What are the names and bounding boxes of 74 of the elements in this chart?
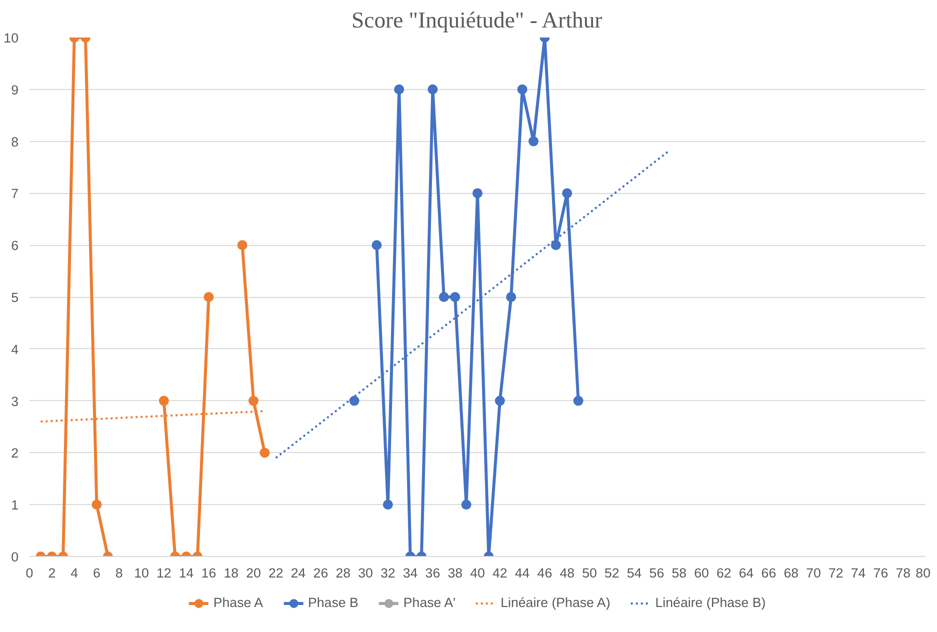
x-tick-label: 80 bbox=[916, 566, 931, 580]
point bbox=[248, 396, 258, 406]
legend-label: Phase B bbox=[308, 595, 358, 610]
x-tick-label: 6 bbox=[92, 566, 100, 580]
x-tick-label: 52 bbox=[604, 566, 620, 580]
x-tick-label: 48 bbox=[560, 566, 575, 580]
point bbox=[472, 188, 482, 198]
y-tick-label: 8 bbox=[11, 134, 19, 150]
x-tick-label: 74 bbox=[850, 566, 866, 580]
x-tick-label: 0 bbox=[26, 566, 34, 580]
x-tick-label: 62 bbox=[716, 566, 732, 580]
x-tick-label: 38 bbox=[448, 566, 463, 580]
x-tick-label: 42 bbox=[492, 566, 508, 580]
x-tick-label: 20 bbox=[246, 566, 261, 580]
point bbox=[438, 292, 449, 302]
x-tick-label: 56 bbox=[649, 566, 664, 580]
x-tick-label: 60 bbox=[694, 566, 709, 580]
x-tick-label: 30 bbox=[358, 566, 373, 580]
x-tick-label: 78 bbox=[896, 566, 911, 580]
x-tick-label: 32 bbox=[380, 566, 396, 580]
point bbox=[450, 292, 460, 302]
legend-label: Linéaire (Phase B) bbox=[655, 595, 766, 610]
y-tick-label: 1 bbox=[11, 498, 19, 513]
x-tick-label: 16 bbox=[201, 566, 216, 580]
legend-label: Phase A' bbox=[403, 595, 456, 610]
point bbox=[158, 396, 169, 406]
x-tick-label: 2 bbox=[48, 566, 56, 580]
point bbox=[204, 292, 214, 302]
x-tick-label: 54 bbox=[626, 566, 642, 580]
x-tick-label: 58 bbox=[672, 566, 687, 580]
x-tick-label: 40 bbox=[470, 566, 485, 580]
y-tick-label: 6 bbox=[11, 238, 19, 254]
x-tick-label: 10 bbox=[134, 566, 149, 580]
legend-label: Phase A bbox=[213, 595, 264, 610]
x-tick-label: 70 bbox=[806, 566, 821, 580]
point bbox=[237, 240, 248, 250]
y-tick-label: 4 bbox=[11, 342, 20, 357]
x-tick-label: 68 bbox=[784, 566, 799, 580]
point bbox=[550, 240, 561, 250]
x-tick-label: 12 bbox=[156, 566, 172, 580]
x-tick-label: 14 bbox=[178, 566, 194, 580]
x-tick-label: 50 bbox=[582, 566, 597, 580]
point bbox=[494, 396, 505, 406]
point bbox=[372, 240, 382, 250]
point bbox=[349, 396, 360, 406]
y-tick-label: 3 bbox=[11, 394, 19, 409]
y-tick-label: 10 bbox=[4, 30, 19, 46]
x-tick-label: 76 bbox=[873, 566, 888, 580]
x-tick-label: 72 bbox=[828, 566, 844, 580]
point bbox=[506, 292, 516, 302]
x-tick-label: 26 bbox=[313, 566, 328, 580]
x-tick-label: 8 bbox=[115, 566, 123, 580]
x-tick-label: 44 bbox=[514, 566, 530, 580]
x-tick-label: 22 bbox=[268, 566, 284, 580]
legend-label: Linéaire (Phase A) bbox=[500, 595, 610, 610]
point bbox=[573, 396, 584, 406]
x-tick-label: 24 bbox=[290, 566, 306, 580]
x-tick-label: 46 bbox=[537, 566, 552, 580]
x-tick-label: 64 bbox=[738, 566, 754, 580]
x-tick-label: 36 bbox=[425, 566, 440, 580]
x-tick-label: 18 bbox=[224, 566, 239, 580]
x-tick-label: 34 bbox=[402, 566, 418, 580]
x-tick-label: 28 bbox=[336, 566, 351, 580]
y-tick-label: 2 bbox=[11, 446, 19, 461]
chart-title: Score "Inquiétude" - Arthur bbox=[352, 8, 603, 32]
point bbox=[528, 136, 538, 146]
x-tick-label: 66 bbox=[761, 566, 776, 580]
y-tick-label: 7 bbox=[11, 186, 19, 202]
point bbox=[260, 448, 270, 458]
x-tick-label: 4 bbox=[70, 566, 79, 580]
y-tick-label: 0 bbox=[11, 550, 19, 564]
point bbox=[562, 188, 572, 198]
y-tick-label: 9 bbox=[11, 82, 19, 98]
y-tick-label: 5 bbox=[11, 290, 19, 305]
